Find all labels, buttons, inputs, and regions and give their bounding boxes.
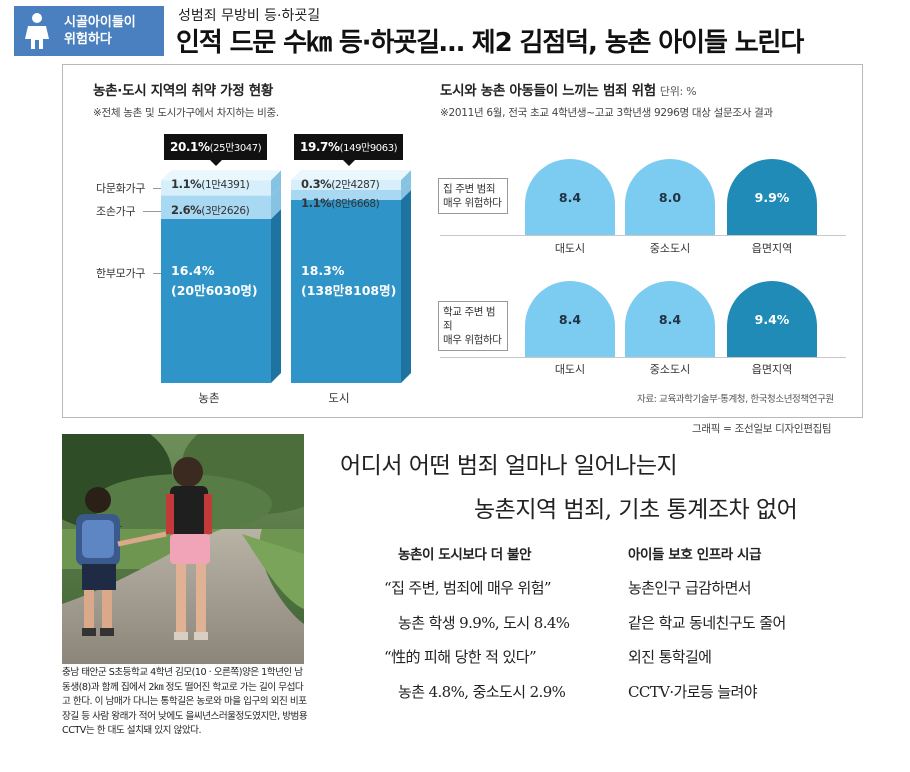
bar-side-urban-0	[401, 190, 411, 383]
left-chart-title: 농촌·도시 지역의 취약 가정 현황	[93, 83, 273, 99]
column2-line: CCTV·가로등 늘려야	[628, 683, 758, 701]
source-note: 자료: 교육과학기술부·통계청, 한국청소년정책연구원	[637, 394, 834, 405]
dome-home-rural: 9.9%	[727, 159, 817, 235]
category-label-urban: 도시	[328, 391, 350, 405]
baseline	[440, 235, 846, 236]
bar-side-rural-2	[271, 170, 281, 196]
page-title: 인적 드문 수㎞ 등·하굣길… 제2 김점덕, 농촌 아이들 노린다	[176, 28, 804, 58]
bar-segment-urban-0	[291, 200, 401, 383]
dome-category-label: 중소도시	[649, 363, 691, 376]
row-leader-line	[153, 273, 161, 274]
segment-label: 2.6%(3만2626)	[171, 203, 250, 217]
dome-school-metro: 8.4	[525, 281, 615, 357]
dome-category-label: 대도시	[554, 242, 586, 255]
badge-line2: 위험하다	[64, 32, 112, 47]
column1-line: “집 주변, 범죄에 매우 위험”	[384, 579, 552, 597]
row-leader-line	[153, 188, 161, 189]
dome-home-metro: 8.4	[525, 159, 615, 235]
row-leader-line	[143, 211, 161, 212]
question-label-home: 집 주변 범죄 매우 위험하다	[438, 178, 508, 214]
bar-top-urban	[291, 170, 411, 180]
infographic-box: 농촌·도시 지역의 취약 가정 현황 ※전체 농촌 및 도시가구에서 차지하는 …	[62, 64, 863, 418]
total-pct-urban: 19.7%	[300, 140, 340, 154]
row-label-multicultural: 다문화가구	[96, 182, 146, 195]
question-label-school: 학교 주변 범죄 매우 위험하다	[438, 301, 508, 351]
total-count-urban: (149만9063)	[339, 143, 398, 154]
right-chart-note: ※2011년 6월, 전국 초교 4학년생~고교 3학년생 9296명 대상 설…	[440, 107, 773, 119]
segment-label: 0.3%(2만4287)	[301, 177, 380, 191]
dome-category-label: 읍면지역	[751, 363, 793, 376]
segment-label: 1.1%(1만4391)	[171, 177, 250, 191]
bar-segment-rural-1	[161, 195, 271, 219]
column1-line: “性的 피해 당한 적 있다”	[384, 648, 537, 666]
dome-school-rural: 9.4%	[727, 281, 817, 357]
column1-line: 농촌 4.8%, 중소도시 2.9%	[398, 683, 566, 701]
bar-side-rural-0	[271, 209, 281, 383]
right-chart-unit: 단위: %	[659, 85, 697, 98]
column2-line: 같은 학교 동네친구도 줄어	[628, 614, 786, 632]
dome-school-smallcity: 8.4	[625, 281, 715, 357]
total-pct-rural: 20.1%	[170, 140, 210, 154]
segment-label: 1.1%(8만6668)	[301, 196, 380, 210]
graphic-credit: 그래픽 = 조선일보 디자인편집팀	[692, 423, 832, 435]
bar-top-rural	[161, 170, 281, 181]
kicker: 성범죄 무방비 등·하굣길	[178, 8, 321, 24]
badge-line1: 시골아이들이	[64, 15, 136, 30]
bar-side-urban-2	[401, 170, 411, 190]
right-chart-title: 도시와 농촌 아동들이 느끼는 범죄 위험 단위: %	[440, 83, 697, 99]
category-label-rural: 농촌	[198, 391, 220, 405]
stacked-bar-chart	[161, 170, 411, 383]
dome-category-label: 읍면지역	[751, 242, 793, 255]
series-badge: 시골아이들이 위험하다	[14, 6, 164, 56]
total-callout-urban: 19.7%(149만9063)	[294, 134, 404, 166]
total-callout-rural: 20.1%(25만3047)	[164, 134, 268, 166]
column1-heading: 농촌이 도시보다 더 불안	[398, 547, 532, 563]
row-label-grandparent: 조손가구	[96, 205, 136, 218]
dome-category-label: 대도시	[554, 363, 586, 376]
row-label-single-parent: 한부모가구	[96, 267, 146, 280]
bar-side-urban-1	[401, 180, 411, 200]
left-chart-note: ※전체 농촌 및 도시가구에서 차지하는 비중.	[93, 107, 279, 119]
column2-line: 농촌인구 급감하면서	[628, 579, 752, 597]
bar-segment-urban-1	[291, 190, 401, 200]
bar-segment-urban-2	[291, 180, 401, 190]
dome-category-label: 중소도시	[649, 242, 691, 255]
baseline	[440, 357, 846, 358]
child-silhouette-icon	[25, 13, 49, 49]
bar-side-rural-1	[271, 185, 281, 219]
dome-home-smallcity: 8.0	[625, 159, 715, 235]
total-count-rural: (25만3047)	[209, 143, 262, 154]
subheadline-1: 어디서 어떤 범죄 얼마나 일어나는지	[340, 453, 678, 479]
subheadline-2: 농촌지역 범죄, 기초 통계조차 없어	[474, 497, 798, 523]
segment-label: 16.4% (20만6030명)	[171, 263, 258, 298]
column1-line: 농촌 학생 9.9%, 도시 8.4%	[398, 614, 570, 632]
column2-heading: 아이들 보호 인프라 시급	[628, 547, 762, 563]
column2-line: 외진 통학길에	[628, 648, 712, 666]
bar-segment-rural-2	[161, 180, 271, 196]
segment-label: 18.3% (138만8108명)	[301, 263, 397, 298]
bar-segment-rural-0	[161, 219, 271, 383]
children-walking-photo	[62, 434, 304, 664]
photo-caption: 충남 태안군 S초등학교 4학년 김모(10 · 오른쪽)양은 1학년인 남동생…	[62, 667, 308, 736]
